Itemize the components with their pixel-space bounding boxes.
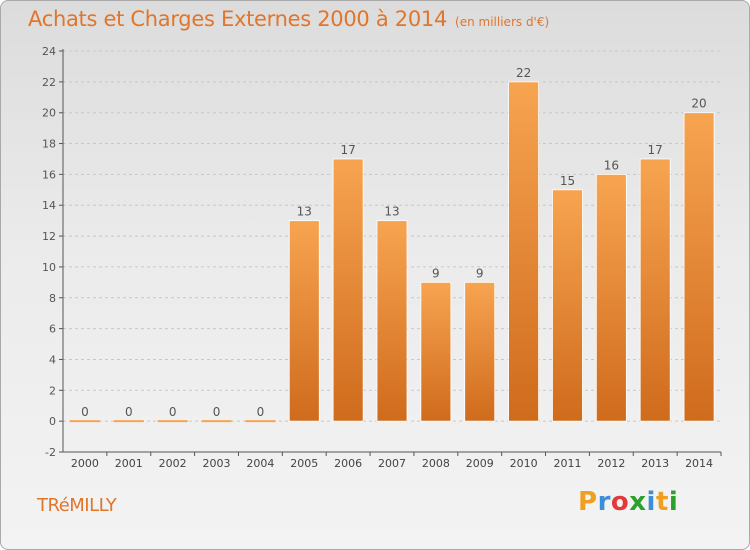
data-label: 0: [81, 405, 89, 419]
y-tick-label: 16: [42, 168, 56, 181]
bar-2012: [595, 173, 627, 422]
chart-title: Achats et Charges Externes 2000 à 2014 (e…: [28, 7, 549, 31]
data-label: 13: [384, 205, 399, 219]
x-tick-label: 2014: [685, 457, 713, 470]
bar-2007: [376, 220, 408, 422]
data-label: 0: [125, 405, 133, 419]
bar-2002: [157, 420, 188, 423]
x-tick-label: 2003: [203, 457, 231, 470]
bar-2005: [288, 220, 320, 422]
bar-2004: [245, 420, 276, 423]
commune-name: TRéMILLY: [37, 495, 117, 516]
bar-2003: [201, 420, 232, 423]
logo-letter: P: [578, 487, 598, 517]
logo-letter: r: [597, 487, 611, 517]
bar-2010: [508, 81, 540, 422]
bar-2011: [552, 189, 583, 422]
data-label: 0: [213, 405, 221, 419]
chart-unit-label: (en milliers d'€): [455, 15, 550, 29]
x-tick-label: 2009: [466, 457, 494, 470]
bar-2000: [69, 420, 100, 423]
y-tick-label: 8: [49, 292, 56, 305]
logo-letter: o: [610, 487, 630, 517]
y-tick-label: 14: [42, 199, 56, 212]
data-label: 17: [648, 143, 663, 157]
x-tick-label: 2008: [422, 457, 450, 470]
x-tick-label: 2001: [115, 457, 143, 470]
x-tick-label: 2013: [641, 457, 669, 470]
y-tick-label: 6: [49, 323, 56, 336]
logo-letter: x: [629, 487, 647, 517]
data-label: 22: [516, 66, 531, 80]
y-tick-label: -2: [45, 446, 56, 459]
x-tick-label: 2011: [553, 457, 581, 470]
data-label: 9: [476, 266, 484, 280]
logo-letter: i: [646, 487, 656, 517]
bar-2013: [639, 158, 671, 422]
bar-2009: [464, 281, 496, 422]
bar-2006: [332, 158, 364, 422]
chart-title-text: Achats et Charges Externes 2000 à 2014: [28, 7, 448, 31]
y-tick-label: 24: [42, 45, 56, 58]
bar-2001: [113, 420, 144, 423]
x-tick-label: 2002: [159, 457, 187, 470]
x-tick-label: 2005: [290, 457, 318, 470]
data-labels: 0 0 0 0 0 13 17 13 9 9 22 15 16 17 20: [81, 66, 707, 419]
data-label: 0: [257, 405, 265, 419]
data-label: 0: [169, 405, 177, 419]
y-tick-label: 22: [42, 76, 56, 89]
y-tick-label: 20: [42, 107, 56, 120]
logo-letter: t: [655, 487, 669, 517]
x-tick-label: 2010: [510, 457, 538, 470]
data-label: 9: [432, 266, 440, 280]
x-tick-label: 2007: [378, 457, 406, 470]
x-tick-label: 2000: [71, 457, 99, 470]
x-tick-label: 2012: [597, 457, 625, 470]
x-tick-label: 2004: [246, 457, 274, 470]
data-label: 15: [560, 174, 575, 188]
y-tick-label: 12: [42, 230, 56, 243]
proxiti-logo[interactable]: Proxiti: [578, 487, 678, 517]
y-tick-label: 10: [42, 261, 56, 274]
logo-letter: i: [668, 487, 679, 517]
y-tick-label: 4: [49, 353, 56, 366]
data-label: 17: [340, 143, 355, 157]
bar-2014: [683, 112, 715, 422]
data-label: 13: [297, 205, 312, 219]
data-label: 20: [691, 97, 706, 111]
bar-2008: [420, 281, 452, 422]
bars: [69, 81, 715, 423]
x-tick-label: 2006: [334, 457, 362, 470]
data-label: 16: [604, 158, 619, 172]
y-tick-label: 2: [49, 384, 56, 397]
y-tick-label: 0: [49, 415, 56, 428]
y-tick-label: 18: [42, 138, 56, 151]
x-tick-labels: 2000 2001 2002 2003 2004 2005 2006 2007 2008 2009…: [71, 457, 713, 470]
axes: [59, 49, 722, 456]
